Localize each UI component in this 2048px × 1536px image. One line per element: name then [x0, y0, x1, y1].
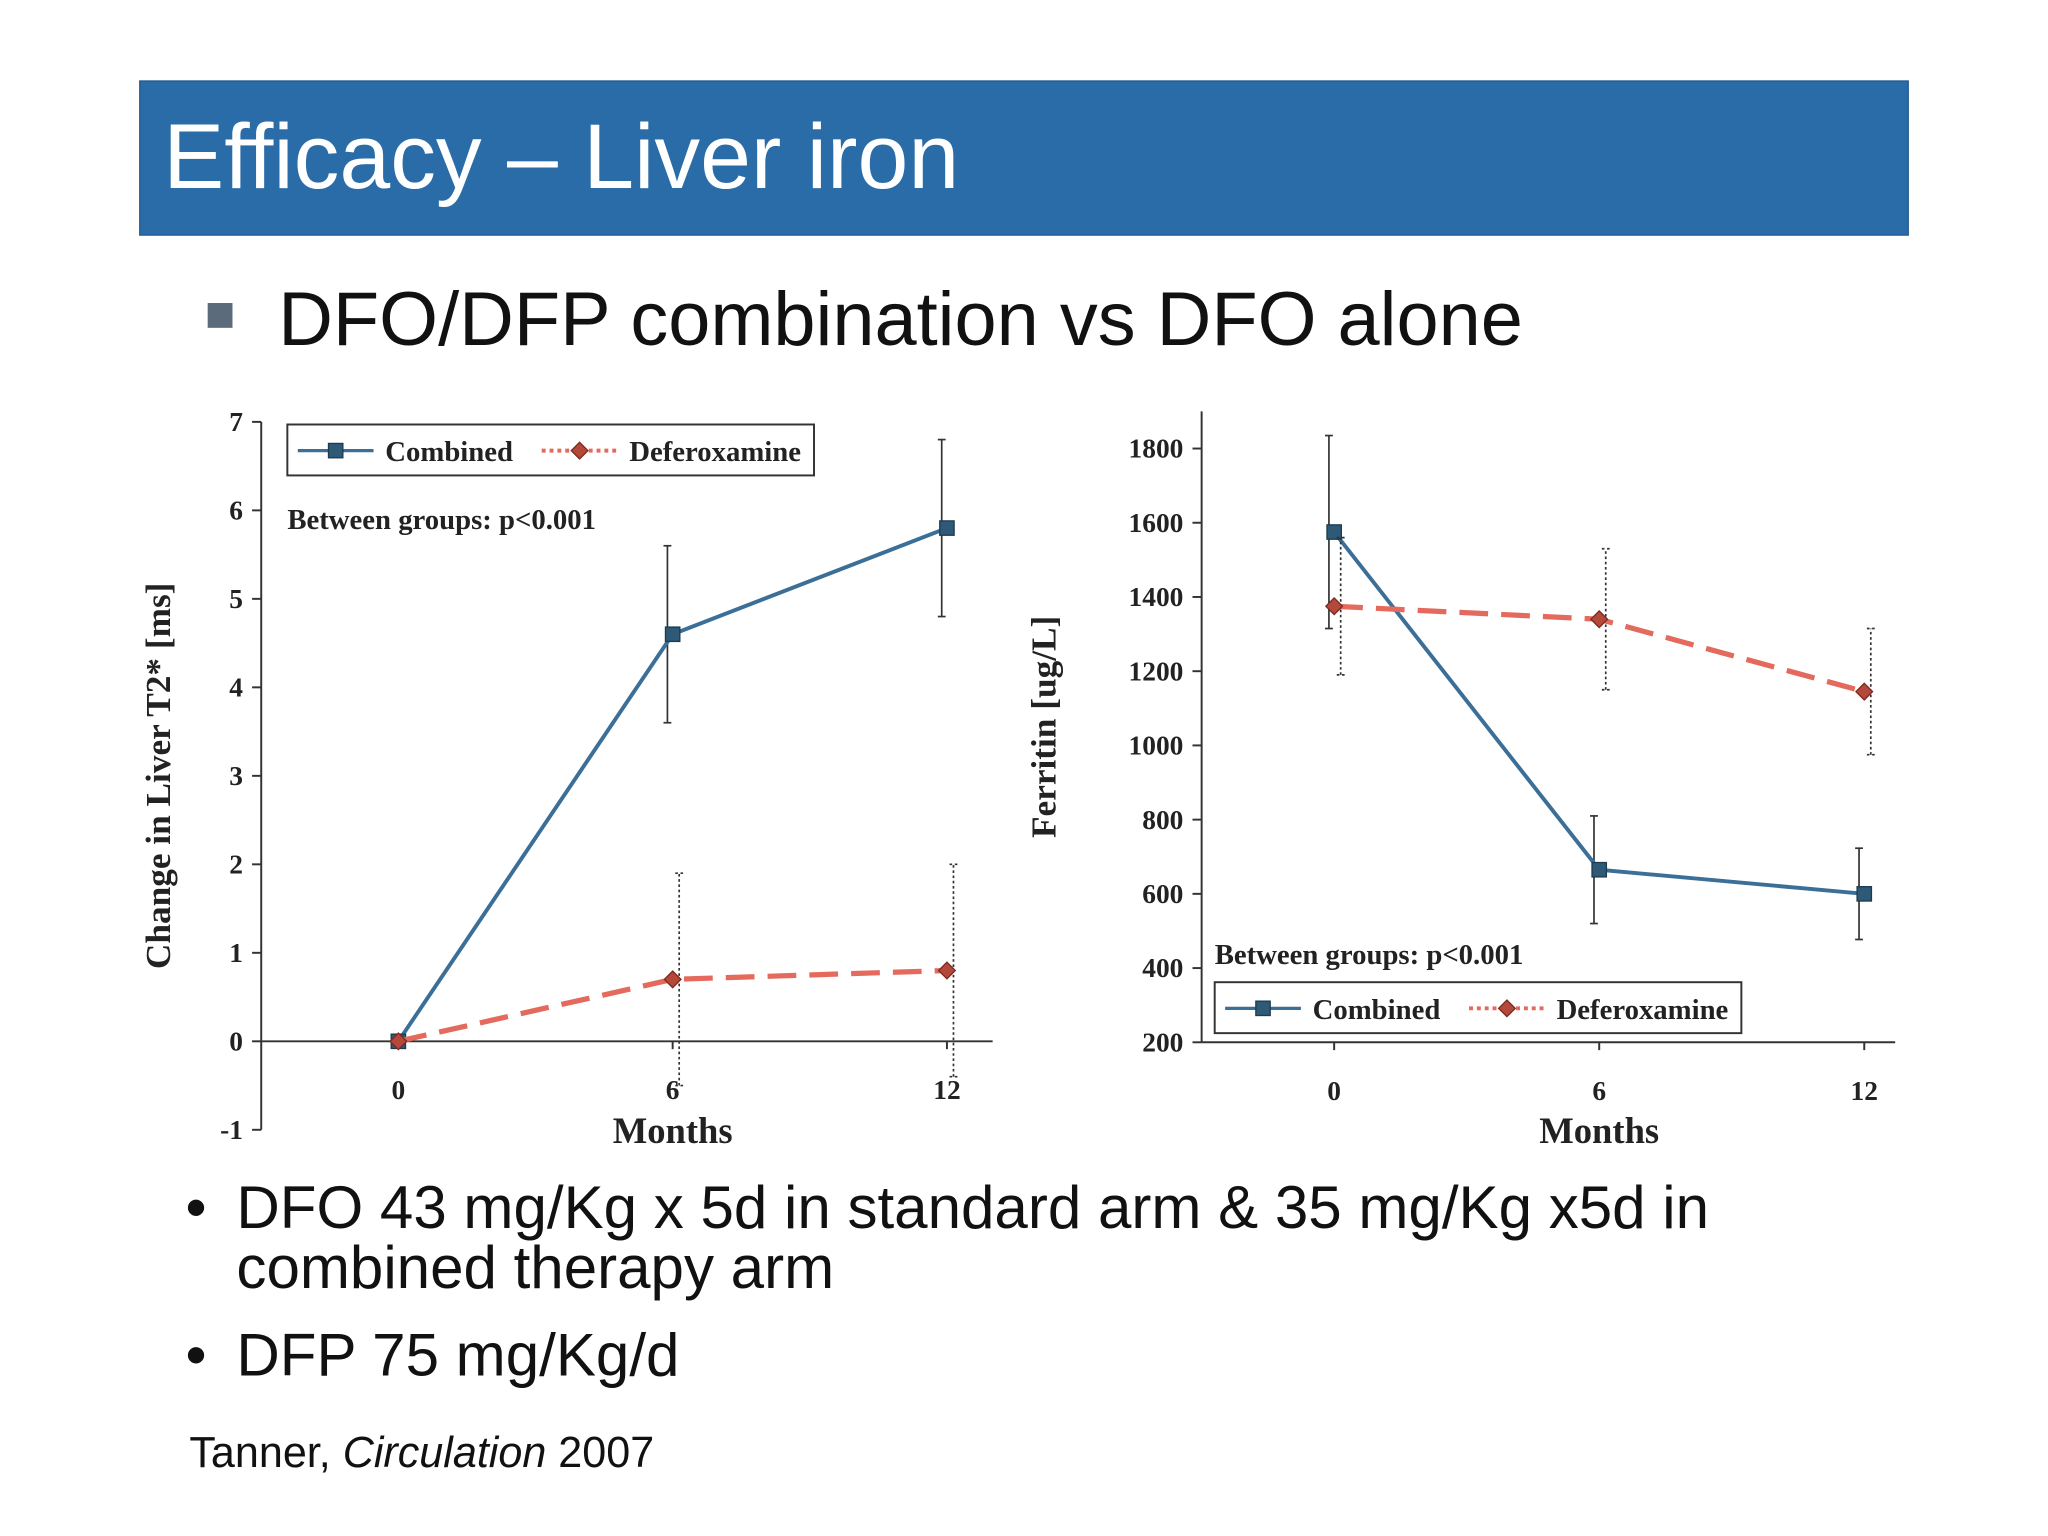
marker [664, 626, 681, 643]
y-tick-label: 1600 [1129, 508, 1184, 538]
y-tick-label: 7 [229, 407, 243, 437]
marker [939, 520, 955, 536]
marker [1591, 861, 1608, 878]
x-tick-label: 12 [933, 1075, 960, 1105]
series-line [396, 526, 948, 1043]
marker [1255, 1000, 1271, 1017]
y-tick-label: 2 [229, 849, 243, 879]
annotation: Between groups: p<0.001 [1215, 939, 1524, 971]
series-line [1332, 530, 1865, 896]
y-tick-label: 800 [1142, 805, 1183, 835]
legend-label: Combined [385, 436, 513, 468]
y-tick-label: 200 [1142, 1027, 1183, 1057]
y-axis-title: Ferritin [ug/L] [1024, 616, 1063, 838]
y-tick-label: 1400 [1129, 582, 1184, 612]
y-tick-label: 5 [229, 584, 243, 614]
marker [1497, 999, 1517, 1018]
x-axis-title: Months [613, 1110, 733, 1151]
y-tick-label: 600 [1142, 879, 1183, 909]
marker [389, 1032, 408, 1051]
bullet-dot: • [185, 1321, 206, 1388]
y-tick-label: 1 [229, 938, 243, 968]
y-axis-title: Change in Liver T2* [ms] [139, 583, 178, 969]
citation-year: 2007 [558, 1429, 654, 1477]
marker [327, 442, 344, 459]
series-line [397, 967, 948, 1044]
y-tick-label: 1000 [1129, 731, 1184, 761]
citation-journal: Circulation [343, 1429, 547, 1477]
marker [1326, 524, 1342, 540]
legend-label: Deferoxamine [629, 436, 801, 468]
citation-author: Tanner, [189, 1429, 330, 1477]
x-tick-label: 6 [1592, 1076, 1606, 1106]
y-tick-label: 6 [229, 496, 243, 526]
x-axis-title: Months [1539, 1110, 1659, 1151]
marker [1855, 682, 1874, 701]
y-tick-label: 1200 [1129, 656, 1184, 686]
bullet-square [207, 303, 233, 328]
slide-title: Efficacy – Liver iron [163, 106, 959, 208]
marker [663, 970, 682, 989]
x-tick-label: 0 [1327, 1076, 1341, 1106]
subtitle: DFO/DFP combination vs DFO alone [278, 277, 1523, 362]
bullet-text: DFP 75 mg/Kg/d [236, 1321, 679, 1388]
y-tick-label: 3 [229, 761, 243, 791]
y-tick-label: 400 [1142, 953, 1183, 983]
x-tick-label: 12 [1851, 1076, 1878, 1106]
bullet-dot: • [185, 1174, 206, 1241]
y-tick-label: 1800 [1129, 434, 1184, 464]
title-bar [139, 80, 1909, 236]
legend-label: Deferoxamine [1557, 994, 1729, 1026]
bullet-text: DFO 43 mg/Kg x 5d in standard arm & 35 m… [236, 1174, 1725, 1301]
marker [570, 441, 589, 460]
marker [1856, 886, 1873, 902]
marker [1324, 597, 1344, 616]
citation: Tanner, Circulation 2007 [189, 1429, 654, 1477]
y-tick-label: 0 [229, 1026, 243, 1056]
x-tick-label: 6 [666, 1075, 680, 1105]
annotation: Between groups: p<0.001 [287, 504, 596, 536]
marker [937, 961, 957, 980]
marker [1589, 610, 1609, 629]
y-tick-label: 4 [229, 672, 243, 702]
y-tick-label: -1 [220, 1115, 243, 1145]
legend-label: Combined [1313, 994, 1441, 1026]
x-tick-label: 0 [392, 1075, 406, 1105]
